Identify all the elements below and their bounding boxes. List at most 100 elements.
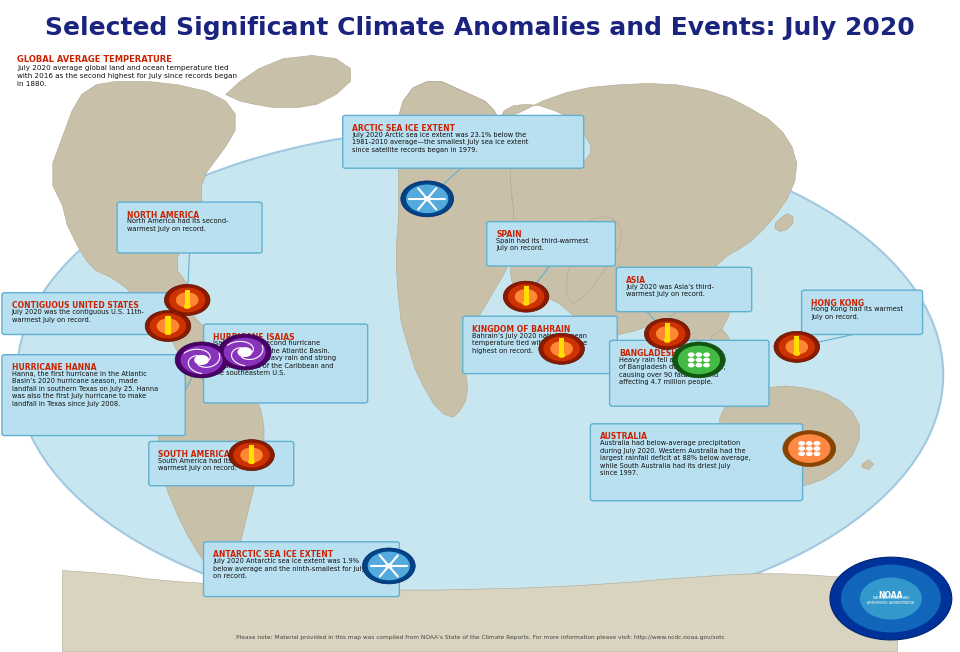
Bar — [794, 336, 800, 354]
Text: Spain had its third-warmest
July on record.: Spain had its third-warmest July on reco… — [496, 238, 588, 252]
FancyBboxPatch shape — [204, 542, 399, 597]
Circle shape — [176, 292, 199, 308]
Circle shape — [644, 318, 690, 349]
FancyBboxPatch shape — [149, 441, 294, 486]
Bar — [165, 316, 171, 333]
FancyBboxPatch shape — [487, 222, 615, 266]
Text: SPAIN: SPAIN — [496, 230, 522, 239]
Text: ASIA: ASIA — [626, 276, 646, 285]
Circle shape — [687, 357, 695, 363]
Text: July 2020 was Asia’s third-
warmest July on record.: July 2020 was Asia’s third- warmest July… — [626, 284, 714, 297]
Polygon shape — [708, 329, 734, 366]
Polygon shape — [511, 164, 566, 226]
Bar — [664, 323, 670, 341]
Text: AUSTRALIA: AUSTRALIA — [600, 432, 648, 441]
Text: July 2020 Antarctic sea ice extent was 1.9%
below average and the ninth-smallest: July 2020 Antarctic sea ice extent was 1… — [213, 558, 366, 579]
Circle shape — [164, 284, 210, 316]
Circle shape — [224, 338, 266, 366]
Circle shape — [183, 304, 191, 309]
Circle shape — [695, 357, 703, 363]
Text: Australia had below-average precipitation
during July 2020. Western Australia ha: Australia had below-average precipitatio… — [600, 440, 751, 476]
Circle shape — [539, 333, 585, 364]
Text: Please note: Material provided in this map was compiled from NOAA’s State of the: Please note: Material provided in this m… — [235, 635, 725, 640]
Circle shape — [774, 331, 820, 363]
Circle shape — [503, 281, 549, 312]
Polygon shape — [226, 55, 350, 108]
Text: HONG KONG: HONG KONG — [811, 299, 864, 308]
Bar — [249, 445, 254, 462]
Polygon shape — [396, 137, 523, 417]
Ellipse shape — [17, 127, 943, 623]
Circle shape — [368, 552, 410, 580]
Circle shape — [785, 339, 808, 355]
FancyBboxPatch shape — [343, 115, 584, 168]
Polygon shape — [158, 352, 264, 577]
FancyBboxPatch shape — [610, 340, 769, 406]
Circle shape — [798, 446, 805, 451]
Circle shape — [194, 355, 209, 365]
Text: July 2020 was the contiguous U.S. 11th-
warmest July on record.: July 2020 was the contiguous U.S. 11th- … — [12, 309, 144, 323]
Bar — [184, 289, 190, 307]
Text: ARCTIC SEA ICE EXTENT: ARCTIC SEA ICE EXTENT — [352, 124, 455, 133]
Polygon shape — [398, 82, 499, 166]
Circle shape — [805, 446, 813, 451]
Circle shape — [400, 181, 453, 216]
Circle shape — [237, 347, 252, 357]
Circle shape — [793, 351, 801, 356]
FancyBboxPatch shape — [463, 316, 617, 374]
Text: HURRICANE HANNA: HURRICANE HANNA — [12, 363, 96, 372]
Circle shape — [672, 342, 726, 378]
Circle shape — [423, 196, 431, 201]
Circle shape — [813, 441, 821, 446]
Circle shape — [228, 439, 275, 471]
Text: South America had its ninth-
warmest July on record.: South America had its ninth- warmest Jul… — [158, 458, 253, 471]
Circle shape — [783, 430, 835, 467]
Text: July 2020 average global land and ocean temperature tied
with 2016 as the second: July 2020 average global land and ocean … — [17, 65, 237, 87]
Circle shape — [233, 443, 270, 467]
Circle shape — [656, 326, 679, 342]
Circle shape — [543, 336, 580, 361]
Polygon shape — [718, 386, 859, 488]
Circle shape — [813, 446, 821, 451]
Circle shape — [550, 341, 573, 357]
Circle shape — [649, 321, 685, 346]
Circle shape — [830, 557, 951, 640]
Polygon shape — [62, 570, 898, 652]
FancyBboxPatch shape — [2, 293, 179, 334]
Circle shape — [164, 330, 172, 335]
Text: BANGLADESH: BANGLADESH — [619, 349, 678, 358]
Text: Selected Significant Climate Anomalies and Events: July 2020: Selected Significant Climate Anomalies a… — [45, 16, 915, 40]
FancyBboxPatch shape — [2, 355, 185, 436]
Circle shape — [363, 548, 415, 584]
FancyBboxPatch shape — [204, 324, 368, 403]
Circle shape — [798, 451, 805, 456]
Polygon shape — [173, 310, 211, 355]
Text: CONTIGUOUS UNITED STATES: CONTIGUOUS UNITED STATES — [12, 301, 138, 310]
Circle shape — [788, 434, 830, 463]
Text: July 2020 Arctic sea ice extent was 23.1% below the
1981-2010 average—the smalle: July 2020 Arctic sea ice extent was 23.1… — [352, 132, 529, 153]
Circle shape — [522, 301, 530, 306]
Circle shape — [180, 346, 223, 374]
Circle shape — [169, 288, 205, 312]
Circle shape — [798, 441, 805, 446]
Circle shape — [703, 363, 710, 368]
Text: KINGDOM OF BAHRAIN: KINGDOM OF BAHRAIN — [472, 325, 570, 334]
Text: Hanna, the first hurricane in the Atlantic
Basin’s 2020 hurricane season, made
l: Hanna, the first hurricane in the Atlant… — [12, 371, 157, 407]
Circle shape — [841, 565, 941, 632]
Circle shape — [558, 353, 565, 358]
Circle shape — [687, 352, 695, 357]
FancyBboxPatch shape — [802, 290, 923, 334]
Text: North America had its second-
warmest July on record.: North America had its second- warmest Ju… — [127, 218, 228, 232]
FancyBboxPatch shape — [616, 267, 752, 312]
Circle shape — [156, 318, 180, 334]
Text: Hong Kong had its warmest
July on record.: Hong Kong had its warmest July on record… — [811, 306, 903, 320]
Circle shape — [703, 352, 710, 357]
Circle shape — [687, 363, 695, 368]
Text: Bahrain’s July 2020 national mean
temperature tied with 2017 as the
highest on r: Bahrain’s July 2020 national mean temper… — [472, 333, 588, 353]
Circle shape — [150, 314, 186, 338]
Circle shape — [695, 352, 703, 357]
Circle shape — [240, 447, 263, 463]
Bar — [523, 286, 529, 304]
Circle shape — [678, 346, 720, 374]
Text: HURRICANE ISAIAS: HURRICANE ISAIAS — [213, 333, 295, 342]
